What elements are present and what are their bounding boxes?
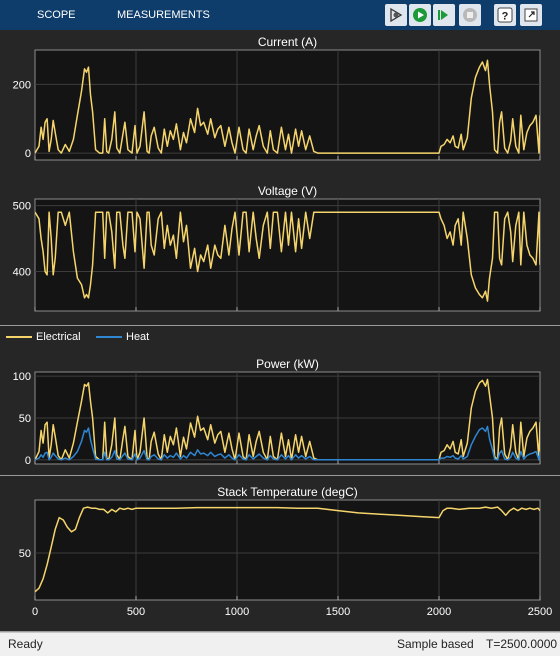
legend-line-electrical <box>6 336 32 339</box>
x-tick-label: 1500 <box>326 606 350 618</box>
legend-line-heat <box>96 336 122 339</box>
x-tick-label: 1000 <box>225 606 249 618</box>
settings-snap-icon[interactable] <box>385 4 407 26</box>
stop-icon[interactable] <box>459 4 481 26</box>
y-tick-label: 500 <box>13 201 31 213</box>
help-icon[interactable]: ? <box>494 4 516 26</box>
axes-area <box>34 499 541 601</box>
y-tick-label: 50 <box>19 548 31 560</box>
x-tick-label: 2500 <box>528 606 552 618</box>
status-time: T=2500.0000 <box>486 637 558 651</box>
series-line-electrical <box>35 378 540 461</box>
plot-title: Voltage (V) <box>258 184 317 198</box>
plot-title: Current (A) <box>258 35 317 49</box>
y-tick-label: 100 <box>13 371 31 383</box>
y-tick-label: 50 <box>19 413 31 425</box>
plot-title: Power (kW) <box>256 357 319 371</box>
legend: Electrical Heat <box>0 326 560 348</box>
y-tick-label: 400 <box>13 266 31 278</box>
undock-icon[interactable] <box>520 4 542 26</box>
tab-scope[interactable]: SCOPE <box>37 9 76 21</box>
series-line-main <box>35 506 540 593</box>
legend-label-heat: Heat <box>126 331 150 343</box>
x-tick-label: 2000 <box>427 606 451 618</box>
series-line-heat <box>35 425 540 461</box>
y-tick-label: 200 <box>13 79 31 91</box>
y-tick-label: 0 <box>25 455 31 467</box>
y-tick-label: 0 <box>25 148 31 160</box>
tab-measurements[interactable]: MEASUREMENTS <box>117 9 210 21</box>
toolstrip: SCOPE MEASUREMENTS ? <box>0 0 560 30</box>
series-line-main <box>35 59 540 154</box>
svg-text:?: ? <box>502 11 509 23</box>
x-tick-label: 0 <box>32 606 38 618</box>
run-icon[interactable] <box>409 4 431 26</box>
axes-area <box>34 198 541 312</box>
legend-item-heat[interactable]: Heat <box>96 330 149 344</box>
legend-label-electrical: Electrical <box>36 331 81 343</box>
status-mode: Sample based <box>397 637 474 651</box>
legend-item-electrical[interactable]: Electrical <box>6 330 81 344</box>
series-line-main <box>35 211 540 302</box>
x-tick-label: 500 <box>127 606 145 618</box>
step-forward-icon[interactable] <box>433 4 455 26</box>
status-bar: Ready Sample based T=2500.0000 <box>0 632 560 656</box>
plot-title: Stack Temperature (degC) <box>217 485 358 499</box>
status-state: Ready <box>8 637 43 651</box>
